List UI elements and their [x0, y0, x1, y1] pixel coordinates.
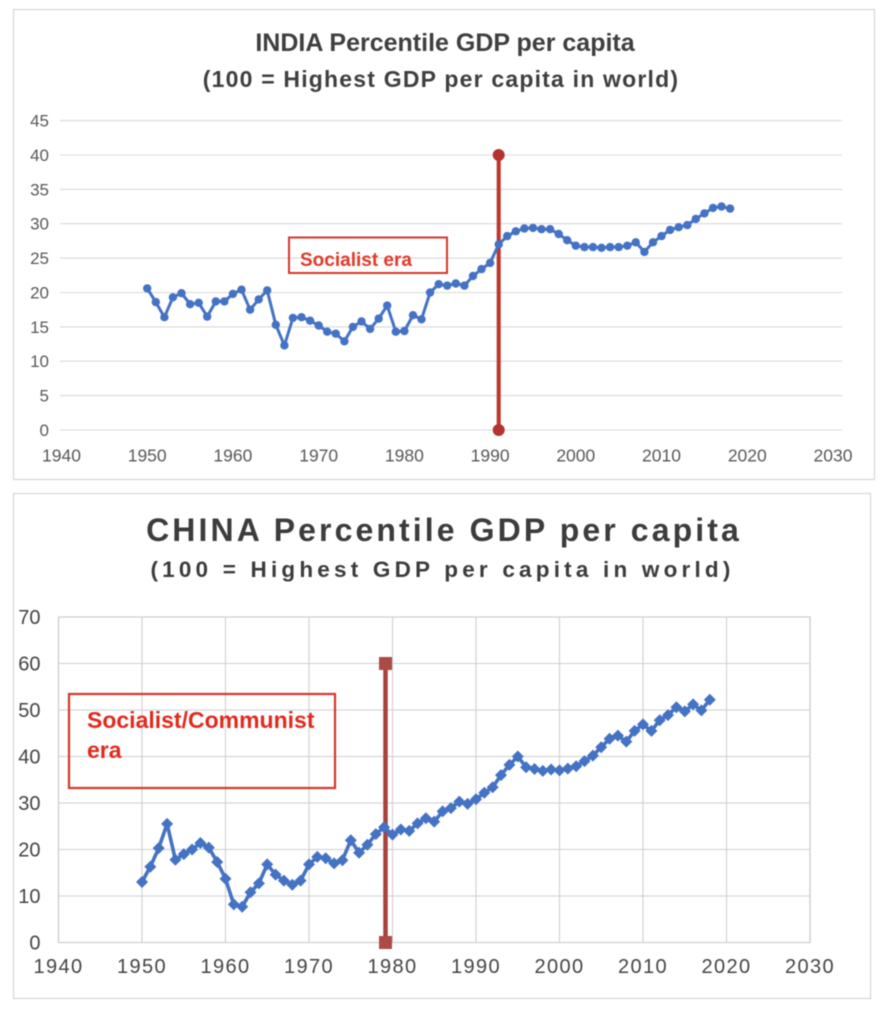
svg-text:Socialist/Communist: Socialist/Communist — [87, 707, 315, 733]
svg-text:70: 70 — [18, 607, 40, 629]
svg-text:0: 0 — [29, 933, 40, 955]
svg-text:2030: 2030 — [785, 956, 835, 978]
svg-text:1980: 1980 — [367, 956, 417, 978]
svg-text:1950: 1950 — [128, 446, 167, 466]
svg-text:2010: 2010 — [642, 446, 681, 466]
svg-text:50: 50 — [18, 700, 40, 722]
svg-text:Socialist era: Socialist era — [300, 250, 412, 271]
svg-text:1940: 1940 — [33, 956, 83, 978]
svg-text:30: 30 — [30, 215, 49, 234]
svg-text:35: 35 — [30, 180, 49, 199]
svg-text:1950: 1950 — [117, 956, 167, 978]
svg-text:15: 15 — [30, 318, 49, 337]
svg-text:60: 60 — [18, 654, 40, 676]
svg-text:2030: 2030 — [814, 446, 853, 466]
svg-text:2000: 2000 — [534, 956, 584, 978]
svg-text:1940: 1940 — [42, 446, 81, 466]
svg-text:2020: 2020 — [701, 956, 751, 978]
svg-text:20: 20 — [30, 284, 49, 303]
svg-text:10: 10 — [30, 352, 49, 371]
svg-text:10: 10 — [18, 886, 40, 908]
svg-text:(100 = Highest GDP per capita: (100 = Highest GDP per capita in world) — [150, 557, 734, 582]
svg-text:1970: 1970 — [284, 956, 334, 978]
svg-text:0: 0 — [40, 421, 49, 440]
svg-text:CHINA Percentile GDP per capit: CHINA Percentile GDP per capita — [146, 512, 742, 548]
svg-text:25: 25 — [30, 249, 49, 268]
svg-text:era: era — [87, 737, 122, 763]
svg-text:(100 = Highest GDP per capita: (100 = Highest GDP per capita in world) — [203, 66, 679, 92]
svg-text:INDIA Percentile GDP per capit: INDIA Percentile GDP per capita — [255, 29, 635, 57]
svg-text:40: 40 — [18, 747, 40, 769]
svg-text:2010: 2010 — [618, 956, 668, 978]
svg-text:2000: 2000 — [556, 446, 595, 466]
svg-text:20: 20 — [18, 840, 40, 862]
svg-text:1960: 1960 — [200, 956, 250, 978]
svg-text:40: 40 — [30, 146, 49, 165]
svg-text:45: 45 — [30, 112, 49, 131]
svg-text:30: 30 — [18, 793, 40, 815]
svg-text:1960: 1960 — [213, 446, 252, 466]
svg-text:1990: 1990 — [471, 446, 510, 466]
svg-text:1980: 1980 — [385, 446, 424, 466]
svg-text:1970: 1970 — [299, 446, 338, 466]
svg-text:2020: 2020 — [728, 446, 767, 466]
svg-text:1990: 1990 — [451, 956, 501, 978]
svg-text:5: 5 — [40, 387, 49, 406]
